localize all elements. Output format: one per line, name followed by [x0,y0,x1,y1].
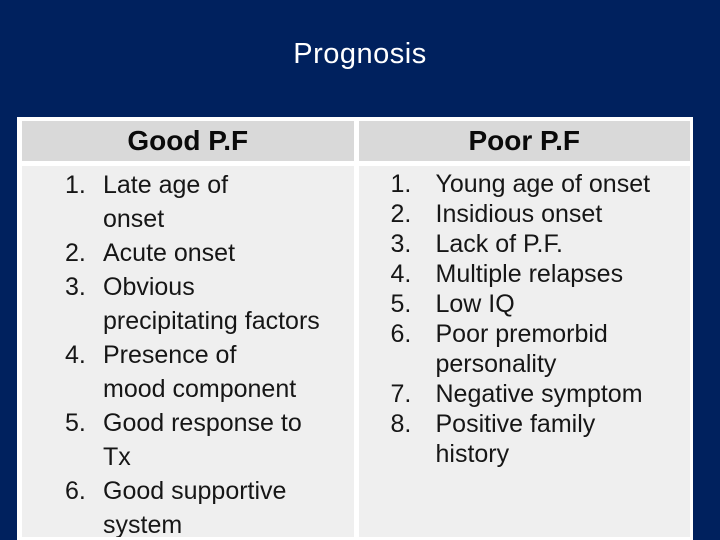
item-text: Low IQ [435,290,515,318]
item-text: Multiple relapses [435,260,624,288]
item-text: Late age of onset [103,171,229,233]
item-number: 5. [390,290,412,318]
column-body-poor-pf: 1. Young age of onset 2. Insidious onset 3. L… [358,166,690,537]
list-item: 5. Good response to Tx [65,406,350,474]
item-text: Good supportive system [103,477,287,537]
column-body-good-pf: 1. Late age of onset 2. Acute onset 3. Obviou… [22,166,354,537]
item-number: 8. [390,410,412,438]
item-text: Obvious precipitating factors [103,273,320,335]
item-number: 4. [390,260,412,288]
column-header-good-pf: Good P.F [22,121,354,161]
list-item: 3. Lack of P.F. [391,229,687,259]
item-text: Negative symptom [435,380,643,408]
item-text: Poor premorbid personality [435,320,608,378]
item-number: 3. [390,230,412,258]
item-number: 4. [65,341,86,369]
slide-title: Prognosis [293,38,427,70]
item-number: 3. [65,273,86,301]
item-number: 2. [390,200,412,228]
item-number: 6. [65,477,86,505]
item-number: 1. [65,171,86,199]
column-header-poor-pf: Poor P.F [358,121,690,161]
item-number: 5. [65,409,86,437]
list-item: 6. Poor premorbid personality [391,319,687,379]
list-item: 2. Insidious onset [391,199,687,229]
list-item: 3. Obvious precipitating factors [65,270,350,338]
item-text: Acute onset [103,239,236,267]
table-column-good-pf: Good P.F 1. Late age of onset 2. Acute onse… [22,121,354,537]
table-column-poor-pf: Poor P.F 1. Young age of onset 2. Insidious… [358,121,690,537]
list-item: 7. Negative symptom [391,379,687,409]
item-text: Good response to Tx [103,409,302,471]
item-text: Young age of onset [435,170,651,198]
item-number: 2. [65,239,86,267]
item-text: Positive family history [435,410,596,468]
list-item: 1. Late age of onset [65,168,350,236]
list-item: 2. Acute onset [65,236,350,270]
item-text: Presence of mood component [103,341,297,403]
item-number: 7. [390,380,412,408]
list-item: 6. Good supportive system [65,474,350,537]
item-text: Lack of P.F. [435,230,563,258]
list-item: 4. Presence of mood component [65,338,350,406]
prognosis-table: Good P.F 1. Late age of onset 2. Acute onse… [17,117,693,540]
list-item: 1. Young age of onset [391,169,687,199]
item-number: 6. [390,320,412,348]
list-item: 8. Positive family history [391,409,687,469]
item-number: 1. [390,170,412,198]
item-text: Insidious onset [435,200,603,228]
list-item: 4. Multiple relapses [391,259,687,289]
list-item: 5. Low IQ [391,289,687,319]
